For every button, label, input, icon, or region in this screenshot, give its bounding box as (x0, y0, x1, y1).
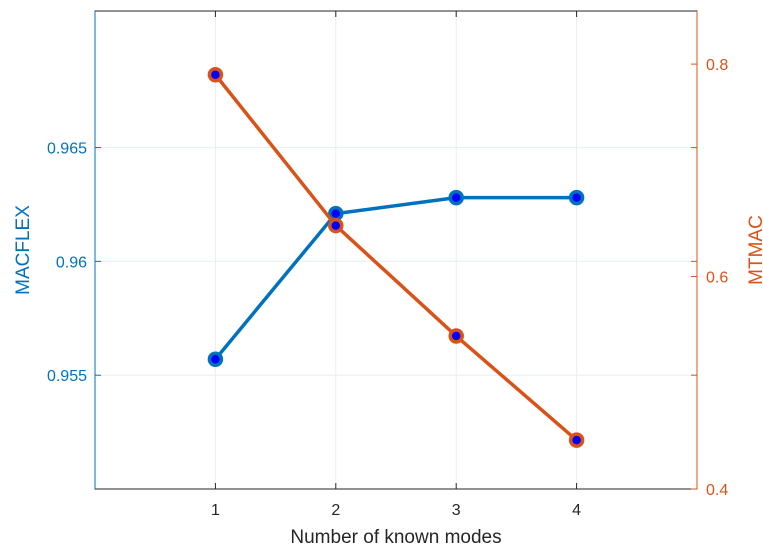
x-tick-label: 2 (331, 502, 340, 519)
left-y-tick-label: 0.96 (56, 254, 87, 271)
axes: 1 2 3 4 0.955 0.96 0.965 0.4 0.6 0.8 (47, 11, 728, 519)
right-y-tick-label: 0.8 (706, 57, 728, 74)
x-tick-label: 3 (452, 502, 461, 519)
left-y-tick-label: 0.965 (47, 141, 87, 158)
x-tick-label: 1 (211, 502, 220, 519)
plot-area-frame (95, 11, 697, 489)
left-y-tick-label: 0.955 (47, 368, 87, 385)
series-right-point (571, 434, 583, 446)
grid-lines (95, 11, 697, 489)
left-y-axis-label: MACFLEX (13, 205, 34, 295)
x-axis-label: Number of known modes (290, 527, 501, 548)
series-right-point (330, 220, 342, 232)
right-y-axis-label: MTMAC (746, 215, 763, 285)
right-y-tick-label: 0.4 (706, 482, 728, 499)
series-left-point (450, 192, 462, 204)
right-y-tick-label: 0.6 (706, 270, 728, 287)
series-right-line (215, 75, 576, 440)
series-group (209, 69, 582, 446)
series-left-point (571, 192, 583, 204)
series-left-point (209, 353, 221, 365)
series-right-point (209, 69, 221, 81)
x-tick-label: 4 (572, 502, 581, 519)
series-right-point (450, 330, 462, 342)
